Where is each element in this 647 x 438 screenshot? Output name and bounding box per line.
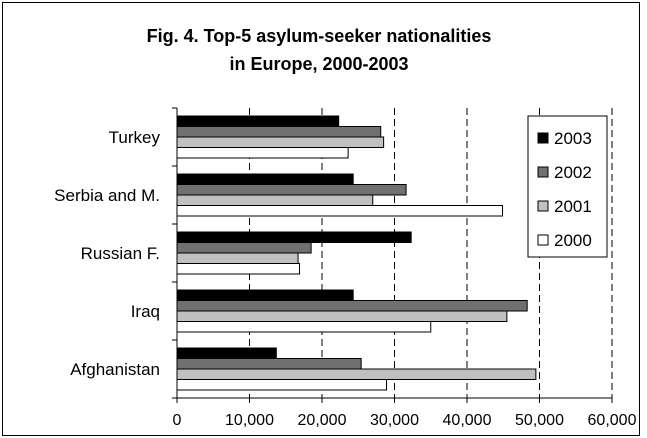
x-tick-label: 50,000 bbox=[515, 412, 564, 429]
bar-2001-4 bbox=[176, 368, 537, 380]
x-tick-label: 40,000 bbox=[443, 412, 492, 429]
bar-2001-0 bbox=[176, 136, 385, 148]
x-tick-label: 0 bbox=[173, 412, 182, 429]
bar-2003-4 bbox=[176, 347, 277, 359]
bar-2002-1 bbox=[176, 184, 407, 196]
bar-2000-3 bbox=[176, 321, 432, 333]
bar-2001-3 bbox=[176, 310, 508, 322]
x-tick-label: 20,000 bbox=[298, 412, 347, 429]
category-label: Afghanistan bbox=[70, 360, 160, 379]
bar-2003-2 bbox=[176, 231, 412, 243]
legend-label: 2002 bbox=[554, 163, 592, 182]
chart-title-line2: in Europe, 2000-2003 bbox=[229, 54, 409, 74]
legend-swatch bbox=[537, 234, 549, 246]
bar-2001-2 bbox=[176, 252, 299, 264]
legend-label: 2003 bbox=[554, 129, 592, 148]
category-label: Iraq bbox=[131, 302, 160, 321]
bar-2001-1 bbox=[176, 194, 374, 206]
bar-2000-0 bbox=[176, 147, 349, 159]
category-label: Russian F. bbox=[81, 244, 160, 263]
bar-2002-4 bbox=[176, 358, 362, 370]
chart-title-line1: Fig. 4. Top-5 asylum-seeker nationalitie… bbox=[146, 26, 492, 46]
x-tick-label: 10,000 bbox=[225, 412, 274, 429]
bar-2000-1 bbox=[176, 205, 504, 217]
x-tick-label: 60,000 bbox=[588, 412, 637, 429]
bar-2003-3 bbox=[176, 289, 354, 301]
bar-2002-2 bbox=[176, 242, 312, 254]
legend-swatch bbox=[537, 200, 549, 212]
category-label: Serbia and M. bbox=[54, 186, 160, 205]
bar-2002-0 bbox=[176, 126, 382, 138]
legend-swatch bbox=[537, 132, 549, 144]
x-tick-label: 30,000 bbox=[370, 412, 419, 429]
bar-2003-1 bbox=[176, 173, 354, 185]
bar-2000-4 bbox=[176, 379, 388, 391]
legend-swatch bbox=[537, 166, 549, 178]
category-label: Turkey bbox=[109, 128, 161, 147]
legend-label: 2001 bbox=[554, 197, 592, 216]
bar-2000-2 bbox=[176, 263, 301, 275]
bar-2002-3 bbox=[176, 300, 528, 312]
bar-2003-0 bbox=[176, 115, 340, 127]
legend-label: 2000 bbox=[554, 231, 592, 250]
chart-title: Fig. 4. Top-5 asylum-seeker nationalitie… bbox=[0, 22, 638, 78]
